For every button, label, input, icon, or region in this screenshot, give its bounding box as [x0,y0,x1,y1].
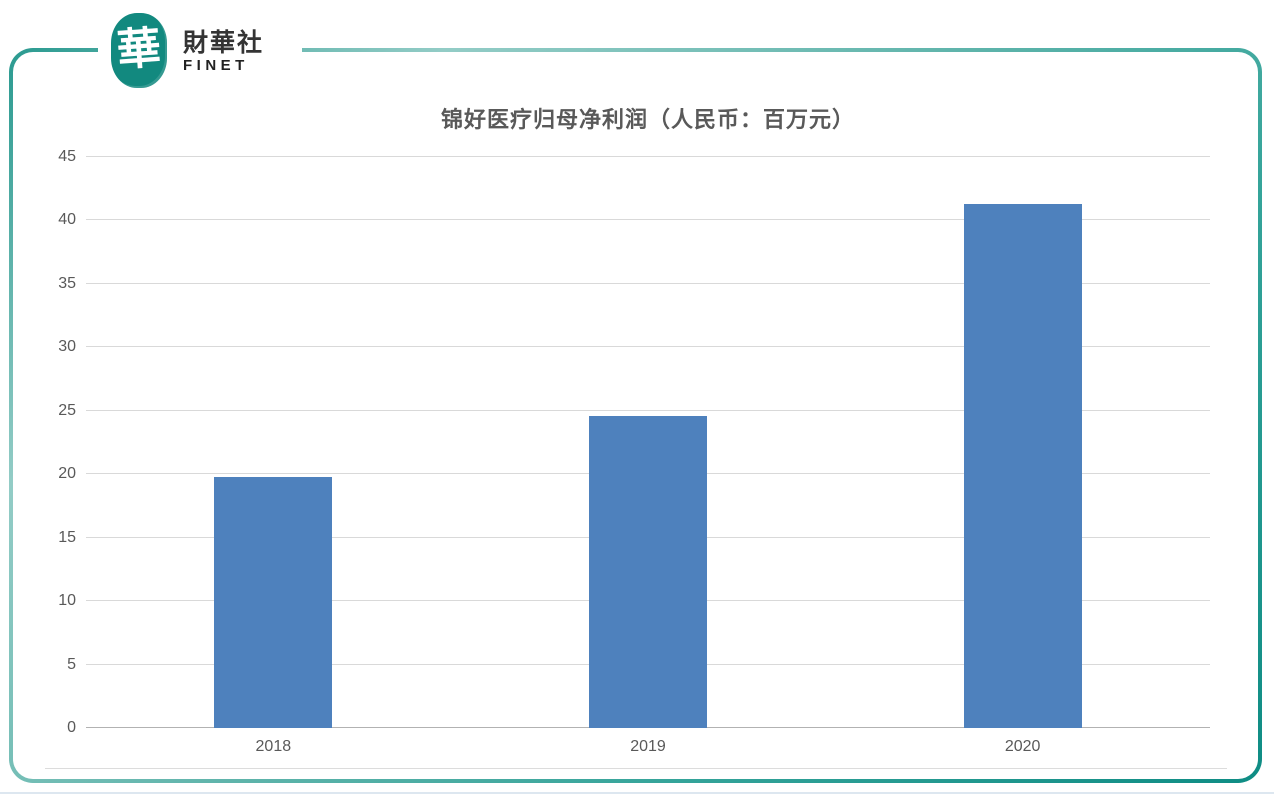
y-axis-tick-label: 0 [67,719,76,736]
gridline [86,219,1210,221]
finet-brand: 華 財華社 FINET [98,0,302,96]
y-axis-tick-label: 20 [58,465,76,483]
y-axis-tick-label: 45 [58,148,76,165]
bar-2019 [589,415,707,728]
y-axis-tick-label: 5 [67,655,76,673]
y-axis-tick-label: 25 [58,401,76,419]
y-axis-tick-label: 15 [58,528,76,546]
x-axis-label: 2020 [1004,738,1041,755]
x-axis-label: 2019 [630,738,666,755]
brand-name-cn: 財華社 [183,27,265,57]
y-axis-tick-label: 40 [58,211,76,229]
gridline [86,282,1210,284]
x-axis-label: 2018 [255,738,292,755]
y-axis-tick-label: 35 [58,274,76,292]
bar-chart-plot-area [86,156,1210,728]
finet-logo-glyph: 華 [115,22,163,77]
brand-text: 財華社 FINET [183,27,265,75]
bar-2018 [214,476,333,728]
chart-title: 锦好医疗归母净利润（人民币：百万元） [440,107,855,133]
gridline [86,156,1210,157]
chart-object-bottom-border [45,768,1227,769]
brand-name-en: FINET [183,57,249,75]
page-bottom-edge [0,792,1274,794]
gridline [86,409,1210,411]
gridline [86,346,1210,348]
y-axis-tick-label: 30 [58,338,76,356]
bar-2020 [963,203,1082,728]
finet-logo-icon: 華 [111,12,167,88]
y-axis-tick-label: 10 [58,592,76,610]
